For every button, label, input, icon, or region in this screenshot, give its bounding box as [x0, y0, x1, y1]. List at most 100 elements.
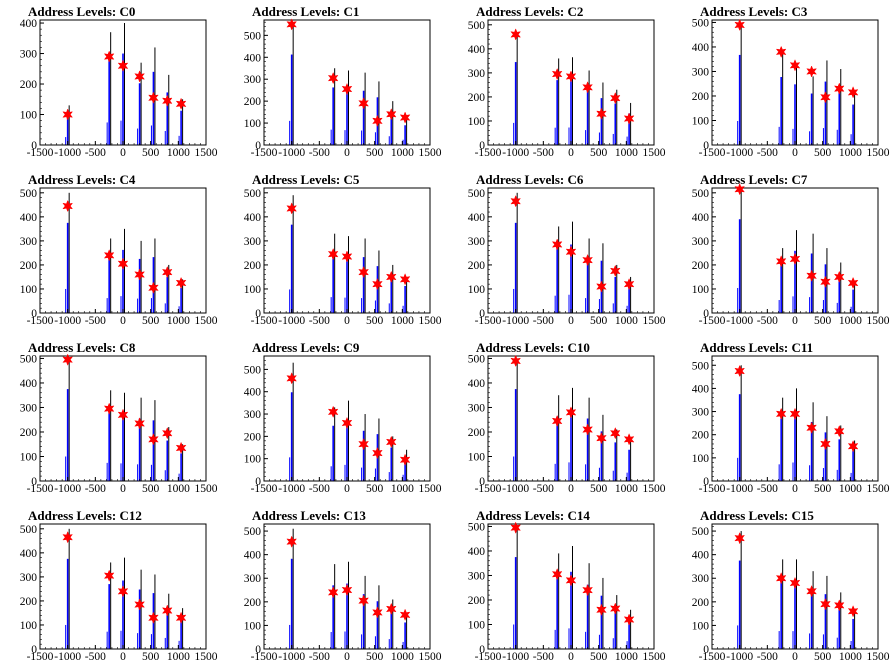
x-tick-label: -1000 [502, 147, 529, 159]
x-tick-label: 1500 [643, 147, 666, 159]
chart-title: Address Levels: C14 [476, 508, 590, 523]
x-tick-label: -1500 [699, 147, 726, 159]
x-tick-label: -500 [757, 147, 778, 159]
level-marker [327, 405, 339, 418]
x-tick-label: -1500 [475, 651, 502, 663]
x-tick-label: 0 [120, 483, 126, 495]
x-tick-label: 500 [590, 147, 608, 159]
y-tick-label: 400 [20, 378, 38, 390]
x-tick-label: -1500 [27, 315, 54, 327]
level-marker [161, 94, 173, 107]
y-tick-label: 200 [20, 79, 38, 91]
x-tick-label: -1000 [502, 315, 529, 327]
level-marker [565, 406, 577, 419]
y-tick-label: 0 [703, 140, 709, 152]
level-marker [399, 111, 411, 124]
level-marker [806, 585, 817, 598]
y-tick-label: 500 [244, 30, 262, 42]
x-tick-label: -500 [85, 651, 106, 663]
level-marker [148, 433, 159, 446]
y-tick-label: 100 [692, 620, 710, 632]
x-tick-label: 500 [814, 147, 832, 159]
level-marker [775, 45, 787, 59]
y-tick-label: 0 [31, 476, 37, 488]
level-marker [372, 446, 383, 460]
x-tick-label: 500 [366, 483, 384, 495]
x-tick-label: 500 [142, 315, 160, 327]
x-tick-label: 1000 [167, 483, 190, 495]
level-marker [62, 199, 73, 213]
x-tick-label: -1000 [726, 315, 753, 327]
x-tick-label: 1000 [839, 483, 862, 495]
y-tick-label: 300 [244, 74, 262, 86]
level-marker [775, 572, 787, 585]
y-tick-label: 300 [20, 49, 38, 61]
x-tick-label: -500 [85, 483, 106, 495]
y-tick-label: 500 [244, 364, 262, 376]
chart-title: Address Levels: C0 [28, 4, 136, 19]
level-marker [341, 416, 353, 430]
y-tick-label: 400 [468, 212, 486, 224]
chart-title: Address Levels: C2 [476, 4, 584, 19]
level-marker [596, 603, 607, 616]
chart-title: Address Levels: C8 [28, 340, 136, 355]
level-marker [551, 238, 563, 251]
level-marker [833, 425, 845, 438]
x-tick-label: 1500 [643, 483, 666, 495]
x-tick-label: -500 [309, 651, 330, 663]
y-tick-label: 300 [20, 236, 38, 248]
x-tick-label: -1000 [54, 651, 81, 663]
level-marker [358, 438, 369, 451]
level-marker [734, 183, 745, 196]
y-tick-label: 200 [20, 596, 38, 608]
y-tick-label: 100 [244, 284, 262, 296]
x-tick-label: 1000 [615, 315, 638, 327]
chart-title: Address Levels: C1 [252, 4, 360, 19]
x-tick-label: 1500 [195, 483, 218, 495]
chart-svg: -1500 -1000 -500 0 500 1000 1500 0 100 200 300 400 5… [244, 187, 442, 327]
x-tick-label: 1500 [195, 315, 218, 327]
chart-title: Address Levels: C15 [700, 508, 814, 523]
level-marker [775, 407, 787, 421]
y-tick-label: 200 [468, 595, 486, 607]
x-tick-label: -1000 [54, 483, 81, 495]
x-tick-label: -1000 [726, 147, 753, 159]
level-marker [510, 28, 521, 41]
y-tick-label: 100 [20, 451, 38, 463]
x-tick-label: 1500 [419, 651, 442, 663]
x-tick-label: 0 [792, 651, 798, 663]
chart-svg: -1500 -1000 -500 0 500 1000 1500 0 100 200 300 400 5… [692, 355, 890, 495]
level-marker [372, 114, 383, 128]
x-tick-label: -500 [757, 315, 778, 327]
y-tick-label: 500 [244, 188, 262, 200]
chart-svg: -1500 -1000 -500 0 500 1000 1500 0 100 200 300 400 5… [468, 353, 666, 495]
level-marker [175, 441, 187, 455]
x-tick-label: 1000 [391, 147, 414, 159]
level-marker [806, 65, 817, 78]
x-tick-label: 1000 [391, 315, 414, 327]
y-tick-label: 0 [479, 644, 485, 656]
y-tick-label: 0 [703, 476, 709, 488]
y-tick-label: 100 [692, 453, 710, 465]
x-tick-label: 500 [142, 651, 160, 663]
x-tick-label: -1500 [699, 651, 726, 663]
level-marker [161, 427, 173, 440]
level-marker [372, 278, 383, 291]
chart-svg: -1500 -1000 -500 0 500 1000 1500 0 100 200 300 400 5… [468, 19, 666, 159]
level-marker [103, 569, 115, 582]
x-tick-label: -1500 [475, 315, 502, 327]
y-tick-label: 100 [244, 118, 262, 130]
x-tick-label: 1500 [867, 651, 890, 663]
x-tick-label: 0 [344, 315, 350, 327]
y-tick-label: 400 [692, 212, 710, 224]
x-tick-label: 0 [792, 147, 798, 159]
level-marker [806, 269, 817, 282]
y-tick-label: 500 [20, 353, 38, 365]
level-marker [341, 250, 353, 263]
x-tick-label: 1000 [391, 483, 414, 495]
x-tick-label: 1500 [419, 315, 442, 327]
y-tick-label: 100 [468, 619, 486, 631]
x-tick-label: 500 [814, 315, 832, 327]
level-marker [341, 583, 353, 597]
level-marker [847, 86, 859, 99]
